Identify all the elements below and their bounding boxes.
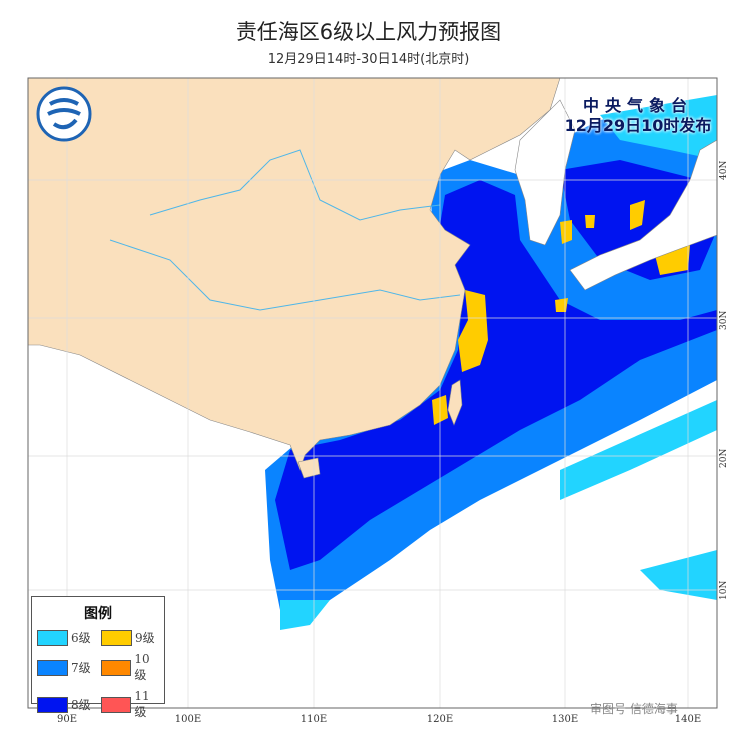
legend-item: 8级 — [37, 689, 97, 720]
japan-land — [569, 139, 717, 291]
legend-label: 9级 — [135, 631, 155, 645]
cma-logo-icon — [36, 86, 92, 142]
legend-label: 8级 — [71, 698, 91, 712]
issuer-name: 中央气象台 — [582, 96, 693, 115]
legend-item: 9级 — [101, 629, 161, 646]
legend-swatch — [37, 696, 68, 713]
legend-title: 图例 — [84, 606, 112, 622]
lat-label: 30N — [719, 310, 729, 330]
lat-label: 40N — [719, 160, 729, 180]
legend-swatch — [101, 696, 132, 713]
map-frame — [27, 77, 718, 709]
legend-swatch — [101, 629, 132, 646]
issue-time: 12月29日10时发布 — [564, 116, 712, 135]
legend-item: 10级 — [101, 652, 161, 683]
legend: 图例 6级 9级 7级 10级 8级 11级 — [31, 596, 165, 719]
river-yangtze — [109, 239, 461, 311]
lon-label: 110E — [300, 714, 328, 725]
watermark: 审图号 信德海事 — [590, 702, 678, 716]
legend-label: 7级 — [71, 661, 91, 675]
map-title: 责任海区6级以上风力预报图 — [235, 20, 502, 44]
legend-label: 6级 — [71, 631, 91, 645]
taiwan-island — [447, 379, 463, 426]
lon-label: 100E — [174, 714, 202, 725]
graticule — [28, 78, 717, 708]
lat-label: 20N — [719, 448, 729, 468]
legend-swatch — [37, 659, 68, 676]
map-subtitle: 12月29日14时-30日14时(北京时) — [267, 52, 470, 67]
legend-item: 6级 — [37, 629, 97, 646]
korea-land — [514, 99, 576, 246]
lat-label: 10N — [719, 580, 729, 600]
river-yellow — [149, 149, 441, 221]
hainan-island — [297, 457, 321, 479]
legend-item: 11级 — [101, 689, 161, 720]
issuer-block: 中央气象台 12月29日10时发布 — [548, 96, 728, 136]
legend-label: 11级 — [134, 689, 150, 719]
lon-label: 140E — [674, 714, 702, 725]
lon-label: 130E — [551, 714, 579, 725]
legend-label: 10级 — [134, 652, 150, 682]
wind-zone-level6 — [280, 95, 717, 630]
wind-zone-level9 — [432, 200, 690, 425]
legend-item: 7级 — [37, 652, 97, 683]
legend-swatch — [101, 659, 132, 676]
lon-label: 120E — [426, 714, 454, 725]
lon-label: 90E — [56, 714, 78, 725]
legend-swatch — [37, 629, 68, 646]
